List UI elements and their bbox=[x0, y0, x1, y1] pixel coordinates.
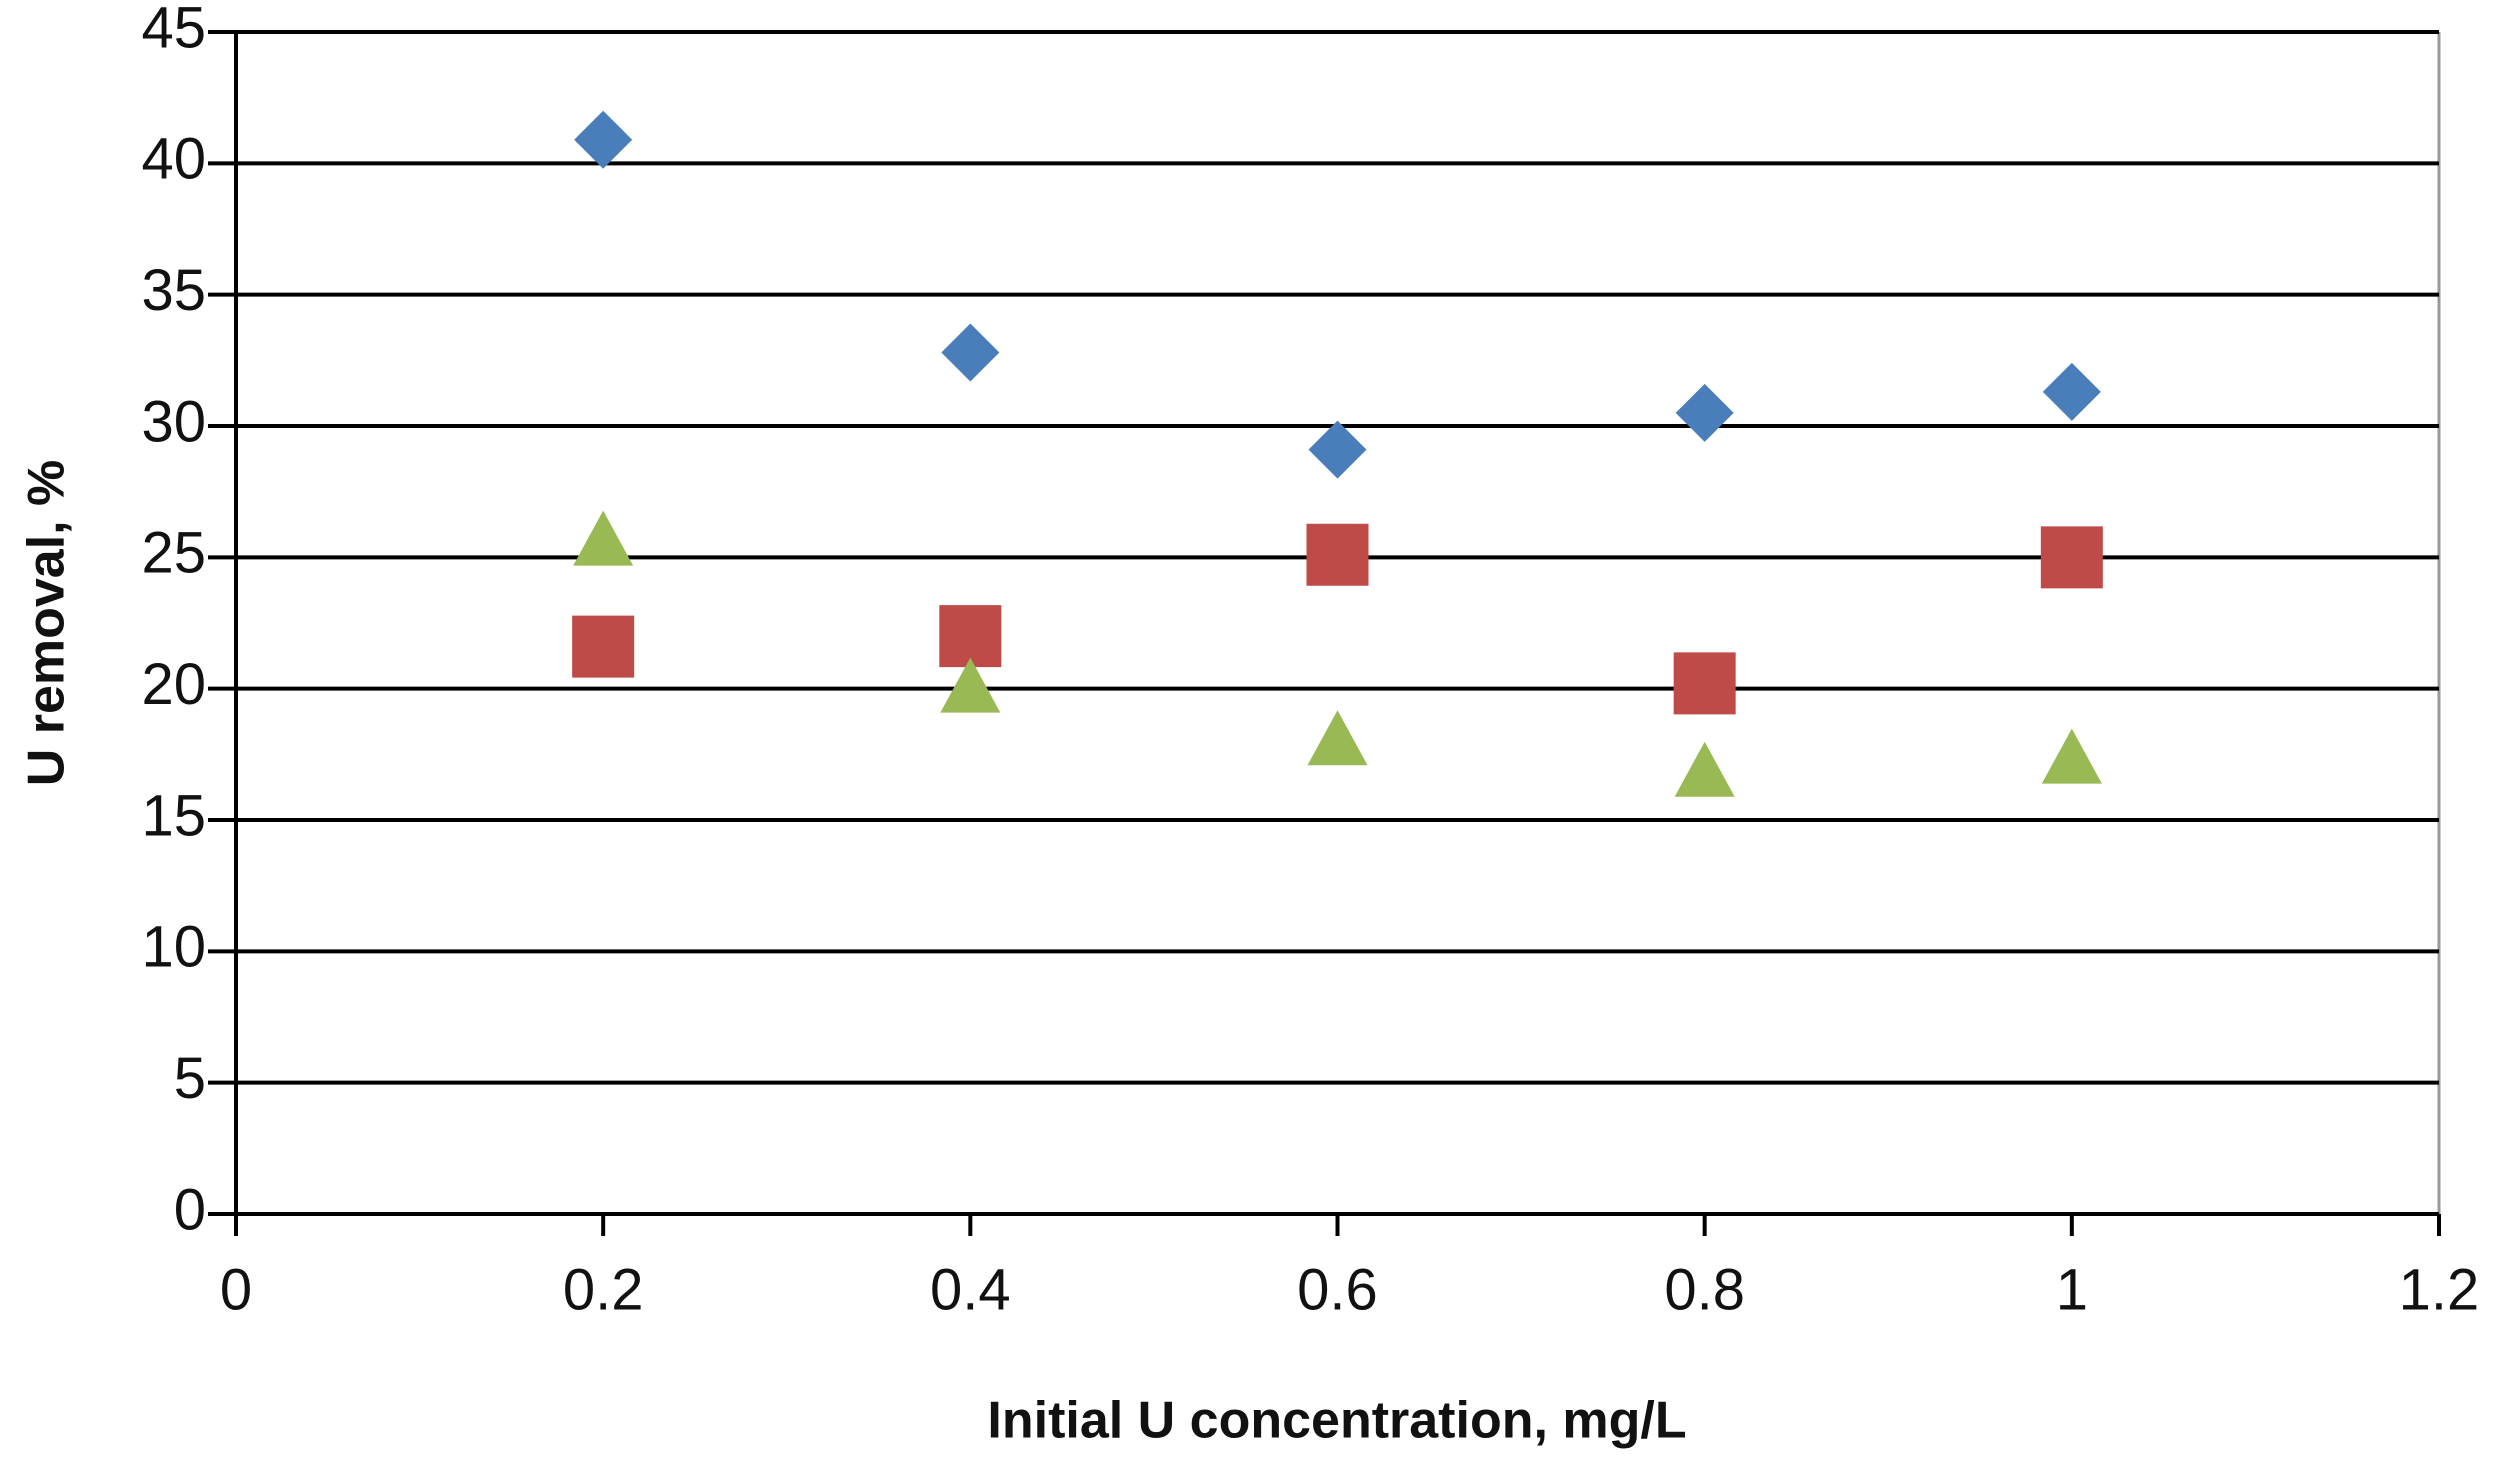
marker bbox=[2040, 526, 2103, 589]
x-tick-label: 1.2 bbox=[2399, 1257, 2480, 1322]
y-tick-label: 5 bbox=[174, 1046, 206, 1111]
x-tick-label: 1 bbox=[2056, 1257, 2088, 1322]
marker bbox=[1307, 710, 1368, 766]
marker bbox=[574, 110, 633, 169]
x-tick-label: 0.2 bbox=[563, 1257, 644, 1322]
y-tick-label: 0 bbox=[174, 1177, 206, 1242]
marker bbox=[2042, 362, 2101, 421]
y-tick-label: 25 bbox=[141, 521, 206, 586]
y-tick-label: 20 bbox=[141, 652, 206, 717]
x-tick-label: 0.4 bbox=[930, 1257, 1011, 1322]
y-tick-label: 40 bbox=[141, 127, 206, 192]
marker bbox=[1308, 420, 1367, 479]
y-axis-title: U removal, % bbox=[18, 460, 76, 787]
marker bbox=[1673, 652, 1736, 715]
marker bbox=[572, 615, 635, 678]
y-tick-label: 35 bbox=[141, 258, 206, 323]
marker bbox=[2041, 728, 2102, 784]
y-tick-label: 30 bbox=[141, 389, 206, 454]
x-tick-label: 0 bbox=[220, 1257, 252, 1322]
x-tick-label: 0.8 bbox=[1664, 1257, 1745, 1322]
marker bbox=[573, 510, 634, 566]
x-axis-title: Initial U concentration, mg/L bbox=[987, 1392, 1686, 1450]
y-tick-label: 10 bbox=[141, 915, 206, 980]
marker bbox=[1306, 523, 1369, 586]
y-tick-label: 45 bbox=[141, 0, 206, 60]
marker bbox=[1674, 741, 1735, 797]
x-tick-label: 0.6 bbox=[1297, 1257, 1378, 1322]
y-tick-label: 15 bbox=[141, 783, 206, 848]
marker bbox=[941, 323, 1000, 382]
marker bbox=[1675, 383, 1734, 442]
marker bbox=[939, 605, 1002, 668]
marker bbox=[940, 657, 1001, 713]
